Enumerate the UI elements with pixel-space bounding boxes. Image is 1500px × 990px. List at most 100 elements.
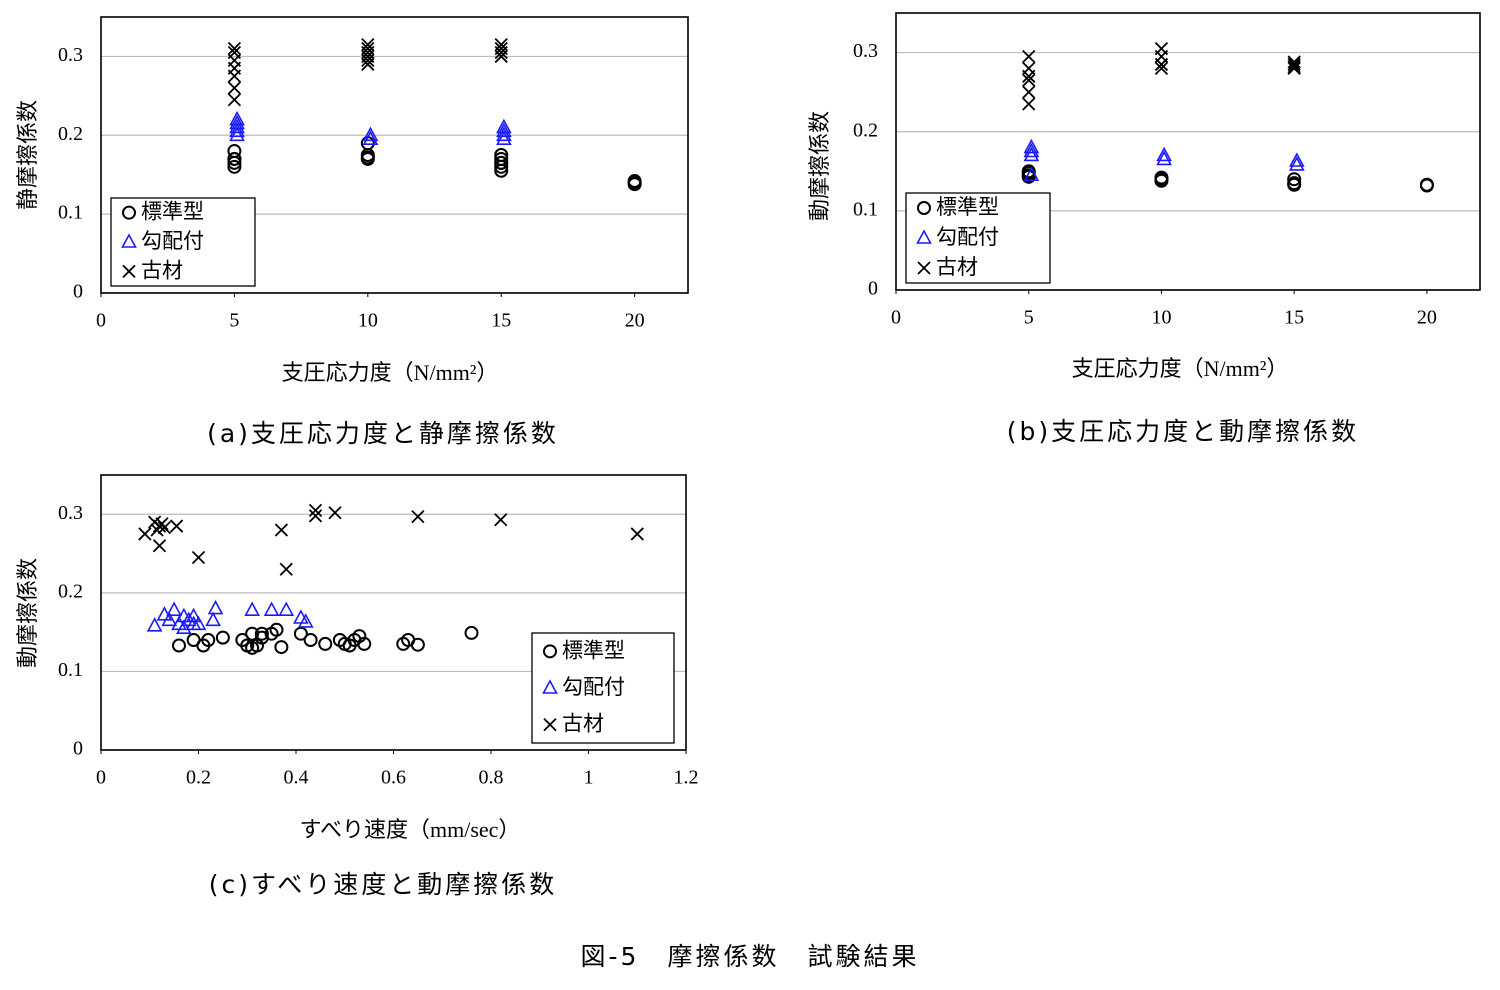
cross-stroke — [1287, 60, 1301, 74]
point — [916, 229, 932, 244]
legend-label: 古材 — [141, 258, 183, 282]
point — [1287, 57, 1301, 72]
legend-label: 標準型 — [562, 638, 625, 662]
cross-stroke — [361, 53, 375, 68]
point — [274, 640, 289, 655]
point — [229, 118, 245, 134]
point — [269, 622, 284, 637]
point — [227, 93, 242, 107]
cross-stroke — [122, 264, 136, 278]
y-axis-label: 動摩擦係数 — [807, 111, 832, 221]
point — [361, 57, 375, 71]
cross-stroke — [1154, 61, 1169, 76]
point — [1022, 49, 1036, 64]
y-tick-label: 0.3 — [853, 40, 878, 62]
point — [917, 201, 931, 215]
point — [152, 539, 167, 553]
cross-stroke — [1022, 85, 1036, 99]
legend-label: 勾配付 — [562, 675, 625, 699]
x-tick-label: 0 — [96, 767, 106, 789]
legend-label: 勾配付 — [936, 225, 999, 249]
point — [254, 626, 269, 641]
x-tick-label: 10 — [358, 310, 378, 332]
point — [1287, 60, 1301, 74]
point — [146, 617, 163, 632]
point — [161, 611, 178, 627]
chart: 0 0.1 0.2 0.3 0 5 10 15 20 支圧応力度（N/mm²） 静摩擦係数標準型勾配… — [15, 16, 689, 448]
point — [1419, 178, 1434, 193]
cross-stroke — [157, 521, 172, 535]
point — [207, 599, 224, 615]
point — [201, 633, 216, 647]
point — [1023, 138, 1040, 154]
point — [410, 637, 425, 652]
x-tick-label: 0.2 — [186, 767, 211, 789]
chart-caption: (b)支圧応力度と動摩擦係数 — [1007, 417, 1359, 446]
point — [155, 517, 169, 531]
x-tick-label: 15 — [491, 310, 511, 332]
point — [274, 523, 289, 537]
y-tick-label: 0.2 — [58, 580, 83, 602]
legend-label: 標準型 — [936, 195, 999, 219]
point — [494, 49, 508, 64]
point — [1023, 166, 1040, 182]
point — [1288, 152, 1305, 167]
plot-frame — [100, 474, 687, 751]
y-tick-label: 0.1 — [853, 198, 878, 220]
chart-caption: (c)すべり速度と動摩擦係数 — [209, 870, 558, 899]
cross-stroke — [138, 527, 152, 541]
point — [630, 527, 644, 541]
point — [227, 81, 242, 95]
cross-stroke — [308, 503, 323, 517]
cross-stroke — [274, 523, 289, 537]
point — [1021, 169, 1036, 184]
point — [542, 679, 558, 694]
x-tick-label: 5 — [1024, 307, 1034, 329]
point — [917, 261, 931, 275]
point — [1287, 61, 1301, 76]
cross-stroke — [227, 41, 242, 56]
cross-stroke — [155, 517, 169, 531]
x-tick-label: 0 — [96, 310, 106, 332]
point — [1022, 97, 1036, 111]
point — [362, 130, 379, 146]
legend-label: 古材 — [562, 712, 604, 736]
point — [627, 177, 642, 192]
point — [357, 636, 372, 651]
cross-stroke — [543, 718, 557, 732]
point — [227, 155, 242, 170]
point — [494, 513, 508, 527]
point — [215, 630, 230, 645]
point — [278, 601, 295, 616]
cross-stroke — [328, 506, 342, 520]
point — [1287, 172, 1302, 187]
x-tick-label: 1.2 — [674, 767, 699, 789]
figure-title: 図-5 摩擦係数 試験結果 — [581, 942, 920, 971]
y-axis-label: 動摩擦係数 — [15, 558, 40, 668]
y-tick-label: 0 — [868, 278, 878, 300]
cross-stroke — [494, 45, 508, 60]
cross-stroke — [917, 261, 931, 275]
point — [1154, 173, 1169, 188]
y-tick-label: 0 — [73, 738, 83, 760]
cross-stroke — [1287, 55, 1301, 69]
point — [1287, 55, 1301, 69]
y-tick-label: 0.2 — [58, 123, 83, 145]
x-tick-label: 1 — [584, 767, 594, 789]
point — [411, 510, 425, 524]
x-axis-label: すべり速度（mm/sec） — [300, 817, 521, 842]
x-axis-label: 支圧応力度（N/mm²） — [282, 360, 499, 385]
point — [308, 509, 323, 523]
point — [227, 159, 242, 174]
point — [138, 527, 152, 541]
y-tick-label: 0 — [73, 281, 83, 303]
point — [190, 615, 207, 631]
point — [496, 122, 512, 138]
x-tick-label: 0.8 — [479, 767, 504, 789]
point — [1022, 69, 1036, 83]
point — [1154, 57, 1169, 72]
point — [185, 607, 202, 623]
point — [1022, 85, 1036, 99]
